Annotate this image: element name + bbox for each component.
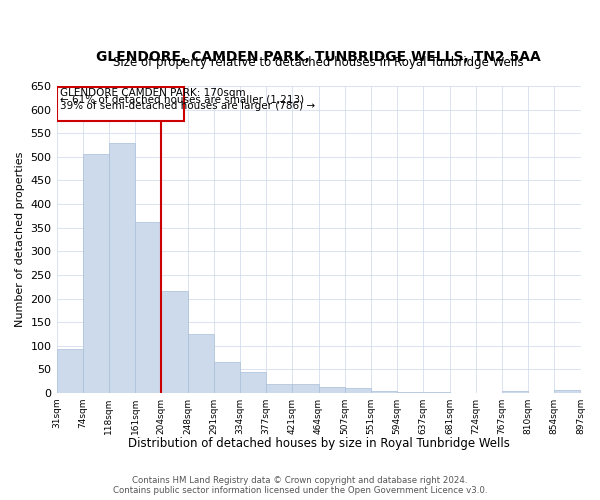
Text: GLENDORE CAMDEN PARK: 170sqm: GLENDORE CAMDEN PARK: 170sqm — [61, 88, 246, 99]
X-axis label: Distribution of detached houses by size in Royal Tunbridge Wells: Distribution of detached houses by size … — [128, 437, 509, 450]
FancyBboxPatch shape — [57, 87, 184, 122]
Bar — [266, 384, 292, 393]
Text: Contains HM Land Registry data © Crown copyright and database right 2024.
Contai: Contains HM Land Registry data © Crown c… — [113, 476, 487, 495]
Bar — [240, 372, 266, 393]
Bar — [214, 362, 240, 393]
Bar — [502, 391, 528, 393]
Bar — [56, 349, 83, 393]
Bar — [319, 388, 345, 393]
Text: ← 61% of detached houses are smaller (1,213): ← 61% of detached houses are smaller (1,… — [61, 94, 305, 104]
Bar — [424, 392, 449, 393]
Bar — [188, 334, 214, 393]
Bar — [554, 390, 580, 393]
Bar — [345, 388, 371, 393]
Title: GLENDORE, CAMDEN PARK, TUNBRIDGE WELLS, TN2 5AA: GLENDORE, CAMDEN PARK, TUNBRIDGE WELLS, … — [96, 50, 541, 64]
Bar — [292, 384, 319, 393]
Text: Size of property relative to detached houses in Royal Tunbridge Wells: Size of property relative to detached ho… — [113, 56, 524, 69]
Bar — [371, 390, 397, 393]
Bar — [161, 292, 188, 393]
Text: 39% of semi-detached houses are larger (786) →: 39% of semi-detached houses are larger (… — [61, 101, 316, 111]
Bar — [397, 392, 424, 393]
Bar — [135, 222, 161, 393]
Bar — [109, 142, 135, 393]
Y-axis label: Number of detached properties: Number of detached properties — [15, 152, 25, 327]
Bar — [83, 154, 109, 393]
